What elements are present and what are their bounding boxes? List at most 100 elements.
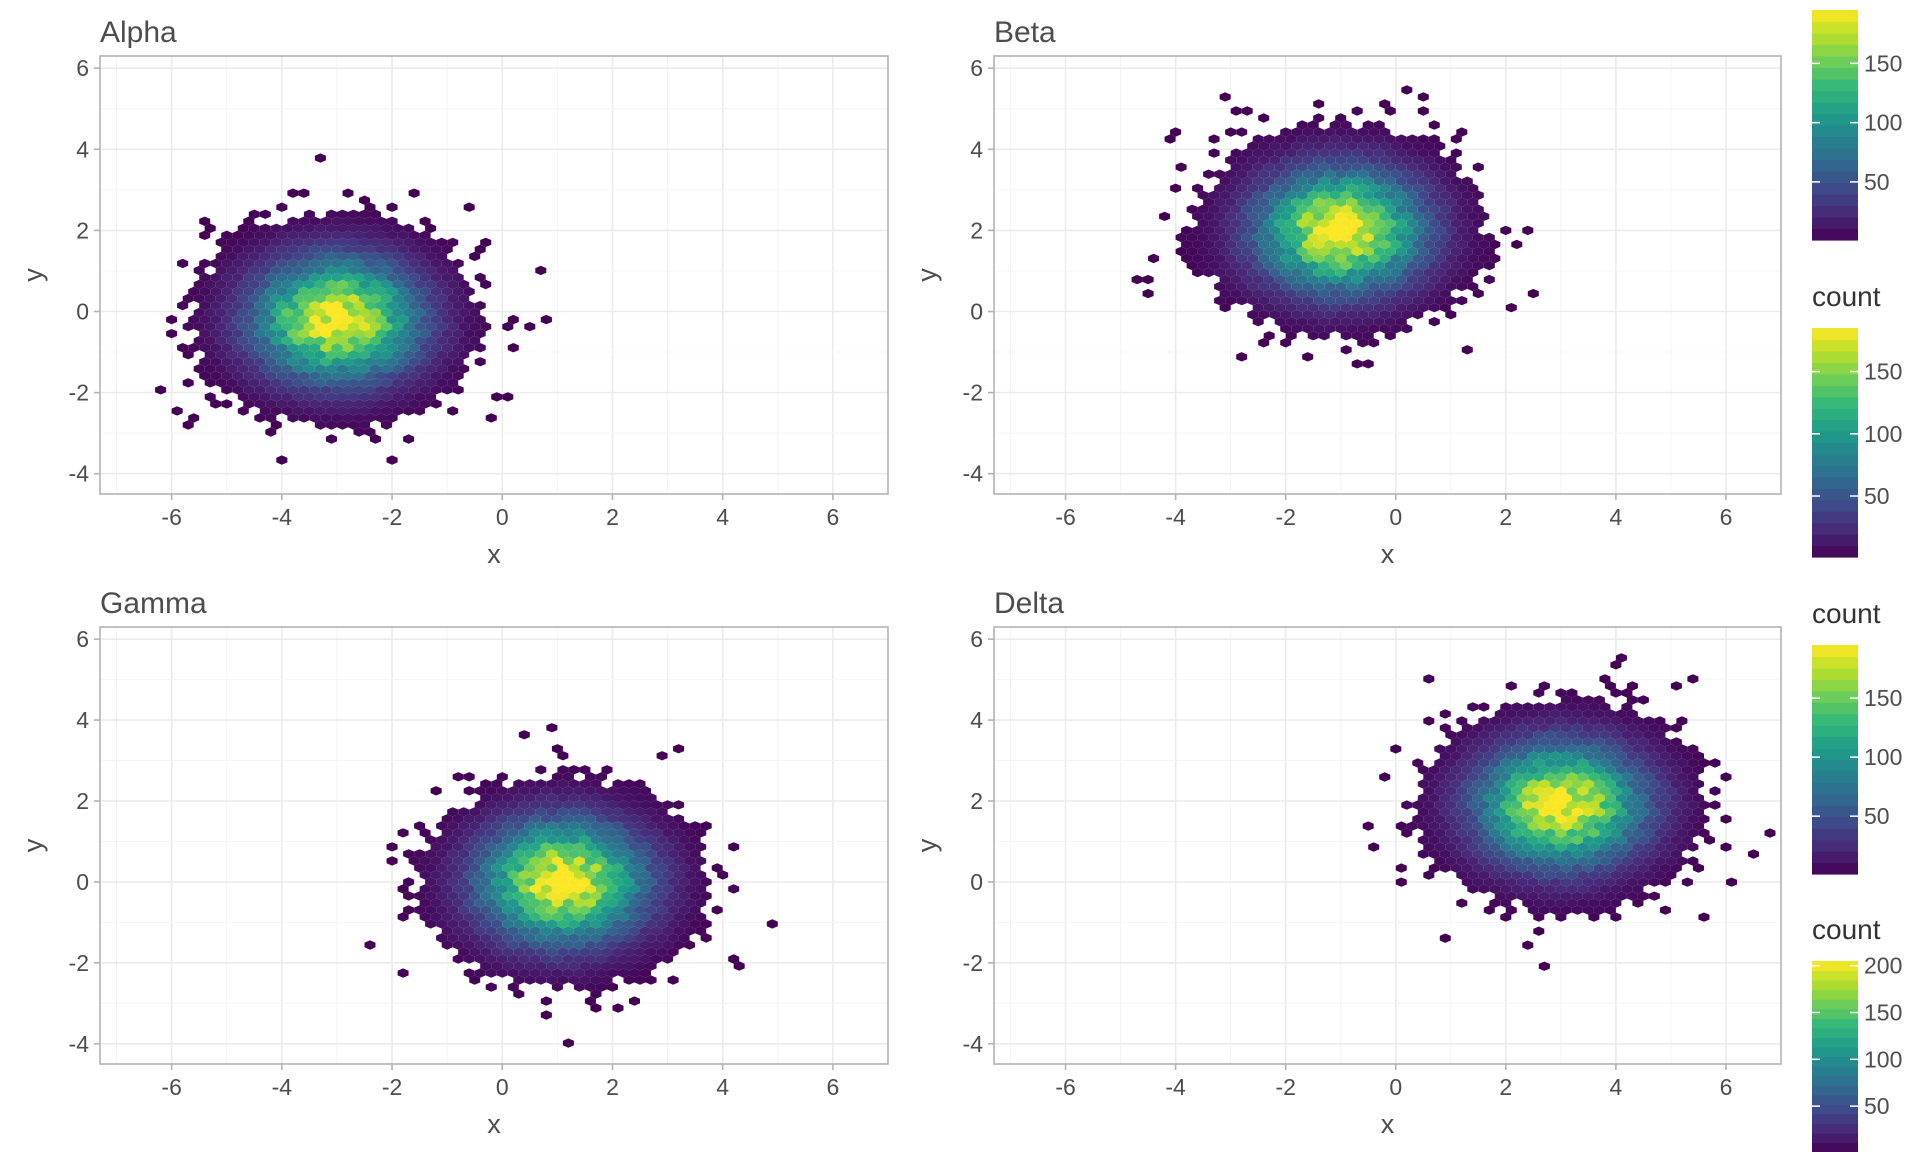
hex-cell [1637,723,1649,733]
hex-cell [1483,793,1495,803]
hex-cell [480,835,492,845]
hex-cell [430,856,442,866]
hex-cell [1637,695,1649,705]
hex-cell [1588,912,1600,922]
hex-cell [325,209,337,219]
hex-cell [1445,744,1457,754]
hex-cell [1434,211,1446,221]
hex-cell [408,230,420,240]
hex-cell [535,779,547,789]
hex-cell [309,357,321,367]
hex-cell [403,849,415,859]
y-tick-label: 0 [76,869,89,895]
hex-cell [645,933,657,943]
hex-cell [331,371,343,381]
hex-cell [1324,197,1336,207]
hex-cell [1417,274,1429,285]
hex-cell [1335,127,1347,137]
hex-cell [1478,730,1490,740]
hex-cell [188,286,200,297]
hex-cell [325,223,337,233]
hex-cell [1324,281,1336,292]
hex-cell [1285,148,1297,158]
colorbar-segment [1812,828,1858,841]
hex-cell [507,856,519,866]
hex-cell [1417,821,1429,831]
hex-cell [1582,835,1594,845]
hex-cell [1423,211,1435,221]
hex-cell [1670,835,1682,845]
hex-cell [601,905,613,915]
hex-cell [1186,204,1198,214]
hex-cell [540,1010,552,1020]
hex-cell [397,884,409,894]
hex-cell [1406,190,1418,200]
hex-cell [1401,267,1413,278]
hex-cell [1181,239,1193,250]
hex-cell [1406,204,1418,214]
hex-cell [1373,218,1385,228]
hex-cell [1659,877,1671,887]
hex-cell [474,357,486,367]
hex-cell [270,392,282,402]
hex-cell [1368,324,1380,334]
hex-cell [1428,232,1440,243]
hex-cell [1313,253,1325,264]
hex-cell [458,821,470,831]
y-tick-label: 4 [76,707,89,733]
hex-cell [441,286,453,297]
hex-cell [1351,106,1363,116]
hex-cell [485,814,497,824]
hex-cell [1692,863,1704,873]
hex-cell [496,940,508,950]
hex-cell [546,779,558,789]
hex-cell [1307,218,1319,228]
hex-cell [403,307,415,318]
hex-cell [436,863,448,873]
hex-cell [496,898,508,908]
hex-cell [513,877,525,887]
hex-cell [1478,239,1490,250]
hex-cell [259,307,271,318]
hex-cell [1258,169,1270,179]
hex-cell [259,251,271,262]
hex-cell [1560,863,1572,873]
hex-cell [1247,225,1259,236]
hex-cell [513,989,525,999]
hex-cell [1450,737,1462,747]
hex-cell [673,884,685,894]
hex-cell [1654,744,1666,754]
hex-cell [1604,849,1616,859]
hex-cell [1280,183,1292,193]
hex-cell [607,968,618,978]
hex-cell [1236,211,1248,221]
hex-cell [529,786,541,796]
hex-cell [259,293,271,304]
hex-cell [568,793,580,803]
colorbar-segment [1812,362,1858,375]
hex-cell [441,912,453,922]
hex-cell [573,828,585,838]
hex-cell [270,406,282,416]
hex-cell [1274,303,1286,313]
hex-cell [348,265,359,276]
x-axis-title: x [487,539,501,569]
hex-cell [375,286,387,297]
y-axis-title: y [912,268,942,282]
hex-cell [700,877,712,887]
hex-cell [463,329,475,339]
hex-cell [1538,681,1550,691]
hex-cell [1659,793,1671,803]
hex-cell [1423,225,1435,236]
hex-cell [1428,190,1440,200]
hex-cell [1423,870,1435,880]
hex-cell [684,856,696,866]
hex-cell [1566,702,1578,712]
hex-cell [1423,800,1435,810]
legend-title: count [1812,598,1881,629]
hex-cell [1621,856,1633,866]
hex-cell [370,364,381,374]
hex-cell [1467,239,1479,250]
hex-cell [1395,218,1407,228]
hex-cell [309,314,321,325]
